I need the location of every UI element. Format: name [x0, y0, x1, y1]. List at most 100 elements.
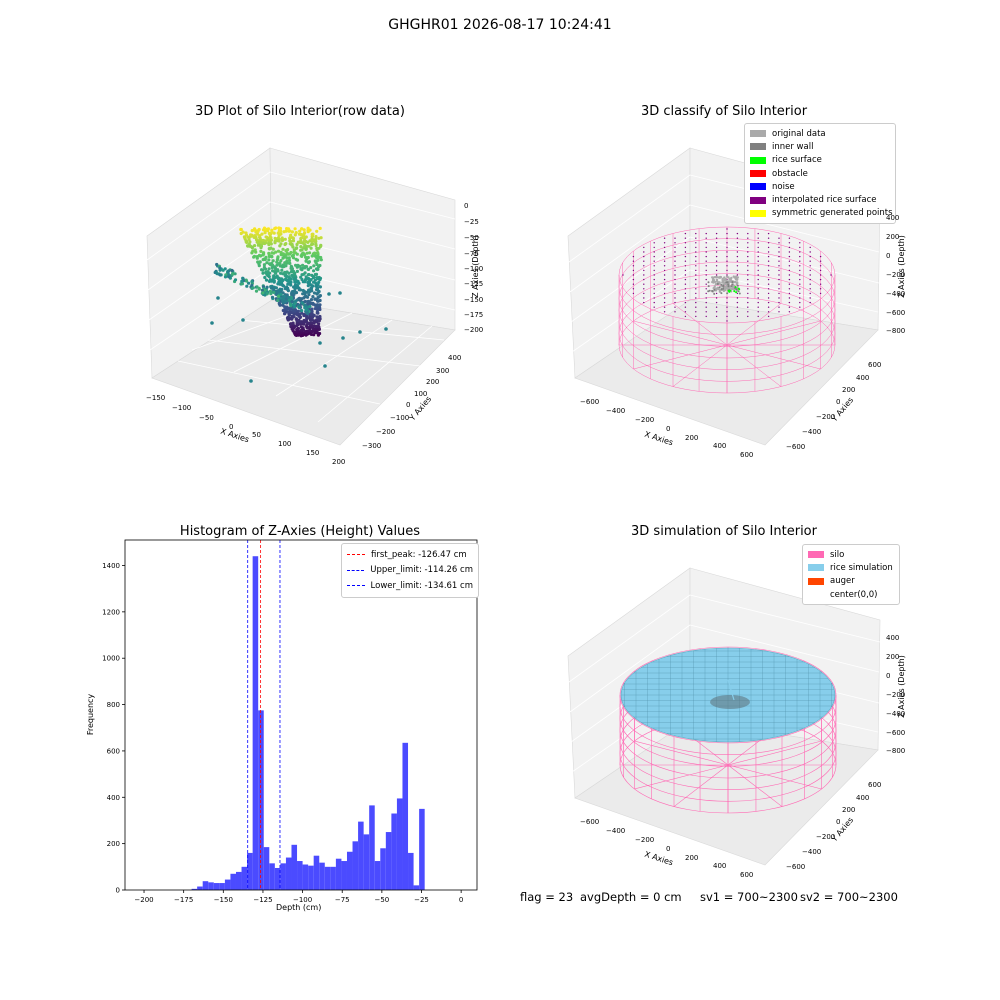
interpolated-point — [788, 274, 791, 276]
raw-outlier-point — [241, 318, 245, 322]
raw-point — [301, 333, 305, 337]
sim-ztick-3: −200 — [886, 691, 906, 699]
inner-wall-point — [731, 281, 734, 284]
raw-point — [318, 285, 322, 289]
raw-ytick-2: −100 — [390, 414, 410, 422]
interpolated-point — [643, 251, 645, 253]
raw-point — [291, 269, 295, 273]
interpolated-point — [788, 288, 791, 290]
interpolated-point — [809, 260, 811, 262]
interpolated-point — [767, 260, 770, 262]
raw-xtick-6: 150 — [306, 449, 320, 457]
interpolated-point — [830, 274, 832, 276]
figure-title: GHGHR01 2026-08-17 10:24:41 — [388, 17, 612, 33]
raw-point — [315, 310, 319, 314]
raw-point — [233, 278, 238, 282]
interpolated-point — [799, 278, 801, 281]
interpolated-point — [684, 251, 687, 253]
interpolated-point — [663, 255, 666, 258]
raw-point — [290, 254, 294, 258]
raw-point — [279, 292, 283, 296]
interpolated-point — [736, 260, 739, 262]
interpolated-point — [809, 297, 811, 299]
inner-wall-point — [727, 285, 730, 288]
raw-point — [273, 275, 277, 279]
interpolated-point — [726, 297, 728, 299]
raw-point — [276, 276, 280, 280]
raw-point — [317, 265, 321, 269]
raw-point — [285, 251, 289, 255]
histogram-bar — [235, 871, 242, 890]
raw-point — [252, 255, 256, 259]
raw-point — [275, 289, 279, 294]
interpolated-point — [736, 297, 739, 299]
interpolated-point — [632, 265, 635, 267]
interpolated-point — [705, 242, 707, 244]
interpolated-point — [747, 301, 749, 304]
raw-point — [306, 281, 310, 285]
raw-xtick-4: 50 — [252, 431, 261, 439]
interpolated-point — [715, 246, 718, 249]
silo-floor-spoke — [727, 764, 822, 790]
raw-point — [315, 286, 320, 290]
interpolated-point — [819, 274, 822, 276]
histogram-x-tick-label: 0 — [459, 896, 463, 904]
raw-point — [304, 255, 308, 259]
silo-floor-spoke — [726, 344, 821, 370]
raw-point — [297, 306, 301, 310]
raw-point — [260, 232, 264, 236]
interpolated-point — [684, 311, 687, 313]
histogram-y-tick-label: 800 — [107, 701, 120, 709]
raw-point — [296, 280, 300, 284]
raw-point — [301, 292, 305, 296]
sim-ytick-0: −600 — [786, 863, 806, 871]
interpolated-point — [736, 315, 739, 318]
raw-point — [218, 266, 222, 270]
interpolated-point — [705, 301, 707, 304]
raw-point — [286, 279, 290, 283]
raw-point — [283, 261, 287, 265]
raw-point — [223, 275, 228, 279]
raw-point — [303, 303, 307, 307]
interpolated-point — [663, 246, 666, 249]
histogram-x-ticks: −200 −175 −150 −125 −100 −75 −50 −25 0 — [134, 890, 463, 904]
interpolated-point — [778, 265, 780, 267]
silo-floor-spoke — [727, 740, 822, 766]
classify-xtick-1: −400 — [606, 407, 626, 415]
raw-point — [295, 258, 300, 262]
raw-point — [318, 298, 322, 303]
raw-point — [315, 246, 319, 250]
interpolated-point — [684, 255, 687, 258]
interpolated-point — [674, 306, 676, 308]
interpolated-point — [715, 255, 718, 258]
histogram-bar — [313, 855, 320, 890]
raw-point — [273, 227, 277, 231]
interpolated-point — [778, 278, 780, 281]
histogram-bar — [224, 879, 231, 890]
raw-point — [299, 267, 303, 271]
sim-xtick-5: 400 — [713, 862, 727, 870]
interpolated-point — [767, 292, 770, 295]
raw-point — [261, 271, 265, 275]
interpolated-point — [643, 274, 645, 276]
original-data-point — [715, 278, 719, 282]
raw-point — [309, 298, 314, 302]
original-data-point — [730, 287, 734, 291]
raw-point — [268, 278, 272, 282]
original-data-point — [720, 285, 723, 288]
interpolated-point — [736, 246, 739, 249]
sim-ztick-1: 200 — [886, 653, 900, 661]
raw-point — [244, 240, 248, 244]
histogram-x-tick-label: −50 — [374, 896, 389, 904]
interpolated-point — [663, 297, 666, 299]
raw-point — [302, 313, 306, 318]
raw-point — [316, 295, 320, 300]
raw-point — [306, 228, 310, 233]
sim-xtick-1: −400 — [606, 827, 626, 835]
raw-point — [288, 302, 293, 306]
original-data-point — [716, 286, 719, 289]
interpolated-point — [705, 265, 707, 267]
raw-point — [318, 226, 322, 230]
interpolated-point — [799, 255, 801, 258]
interpolated-point — [767, 251, 770, 253]
